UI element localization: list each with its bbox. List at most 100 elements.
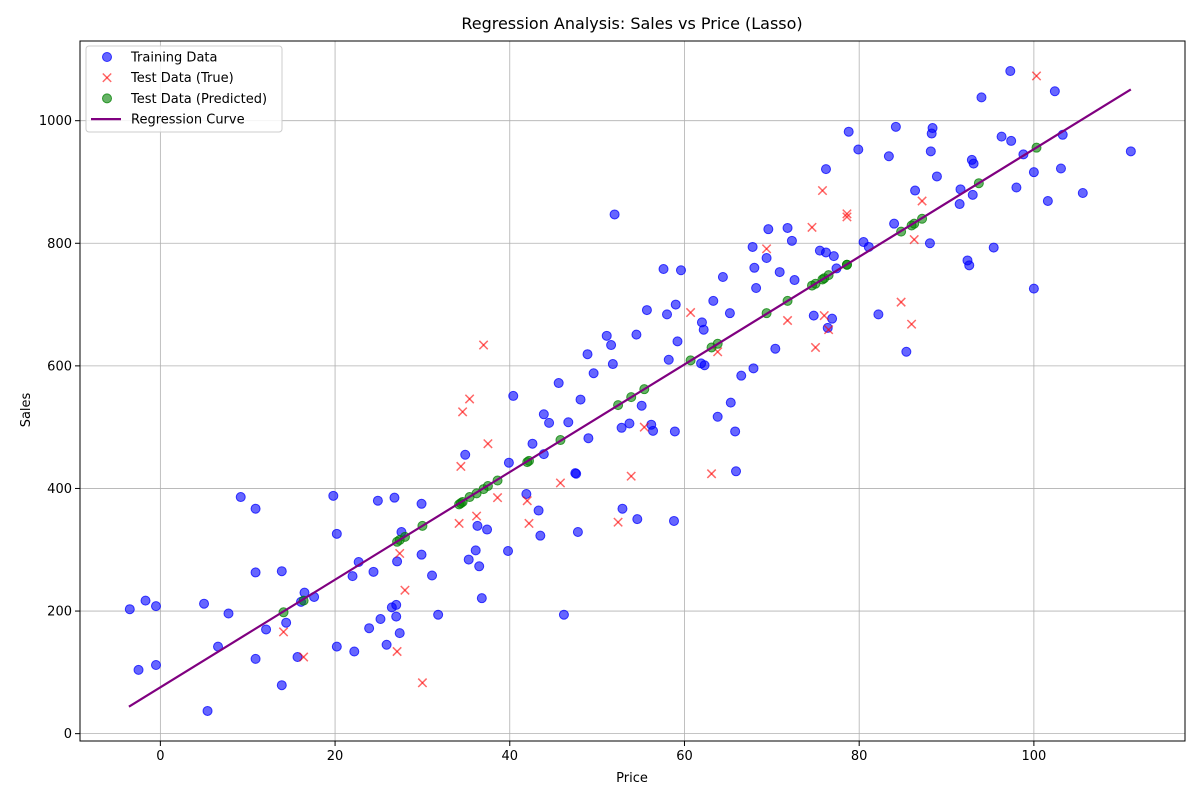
training-point — [976, 92, 987, 103]
legend-item: Test Data (Predicted) — [102, 92, 267, 107]
test-true-point — [471, 511, 482, 521]
training-point — [789, 275, 800, 286]
test-true-point — [478, 340, 489, 350]
training-point — [648, 425, 659, 436]
test-true-point — [400, 585, 410, 595]
test-true-point — [524, 518, 534, 529]
training-point — [416, 498, 427, 509]
training-point — [538, 409, 549, 420]
test-true-point — [1031, 71, 1042, 81]
training-point — [1005, 66, 1016, 77]
training-point — [392, 556, 403, 567]
training-point — [482, 524, 493, 535]
legend-item: Training Data — [102, 51, 217, 66]
training-point — [331, 641, 342, 652]
training-point — [375, 614, 386, 625]
legend-label: Test Data (True) — [130, 71, 234, 86]
training-point — [476, 593, 487, 604]
test-true-point — [492, 492, 503, 503]
y-tick-label: 400 — [47, 482, 72, 497]
training-point — [712, 411, 723, 422]
legend-item: Test Data (True) — [102, 71, 234, 86]
training-point — [736, 370, 747, 381]
training-point — [474, 561, 485, 572]
training-point — [470, 545, 481, 556]
training-point — [624, 418, 635, 429]
training-point — [1028, 167, 1039, 178]
x-tick-label: 20 — [327, 749, 344, 764]
training-point — [782, 222, 793, 233]
training-point — [786, 235, 797, 246]
series-1 — [278, 71, 1042, 688]
training-point — [606, 340, 617, 351]
training-point — [931, 171, 942, 182]
x-axis-label: Price — [616, 771, 648, 786]
y-tick-label: 1000 — [39, 114, 72, 129]
training-point — [250, 653, 261, 664]
training-point — [761, 252, 772, 263]
training-point — [558, 609, 569, 620]
training-point — [472, 520, 483, 531]
training-point — [699, 360, 710, 371]
training-point — [527, 438, 538, 449]
training-point — [281, 617, 292, 628]
training-point — [416, 549, 427, 560]
training-point — [890, 121, 901, 132]
training-point — [988, 242, 999, 253]
training-point — [748, 363, 759, 374]
legend-label: Regression Curve — [131, 113, 245, 128]
test-true-point — [782, 315, 793, 326]
training-point — [364, 623, 375, 634]
test-true-point — [639, 422, 650, 432]
training-point — [521, 488, 532, 499]
training-point — [964, 260, 975, 271]
training-point — [394, 628, 405, 639]
training-point — [662, 309, 673, 320]
training-point — [924, 238, 935, 249]
training-point — [331, 528, 342, 539]
test-true-point — [457, 407, 468, 417]
training-point — [250, 503, 261, 514]
training-point — [632, 514, 643, 525]
training-point — [658, 264, 669, 275]
regression-line — [128, 88, 1132, 708]
training-point — [150, 601, 161, 612]
training-point — [749, 262, 760, 273]
test-true-point — [817, 185, 828, 196]
training-point — [968, 158, 979, 169]
training-point — [276, 566, 287, 577]
training-point — [391, 611, 402, 622]
training-point — [1011, 182, 1022, 193]
training-point — [199, 598, 210, 609]
training-point — [770, 343, 781, 354]
training-point — [1028, 283, 1039, 294]
training-point — [675, 265, 686, 276]
test-true-point — [454, 518, 464, 529]
training-point — [372, 495, 383, 506]
legend-box — [85, 45, 283, 133]
training-point — [368, 566, 379, 577]
training-point — [616, 422, 627, 433]
training-point — [460, 449, 471, 460]
test-true-point — [685, 307, 696, 318]
legend-x-swatch — [102, 72, 112, 83]
training-point — [389, 492, 400, 503]
training-point — [725, 397, 736, 408]
training-point — [124, 604, 135, 615]
training-point — [724, 308, 735, 319]
training-point — [843, 126, 854, 137]
training-point — [828, 251, 839, 262]
training-point — [954, 199, 965, 210]
test-true-point — [464, 394, 475, 404]
training-point — [533, 505, 544, 516]
training-point — [223, 608, 234, 619]
legend-circle-swatch — [102, 93, 112, 104]
training-point — [463, 554, 474, 565]
test-true-point — [483, 438, 493, 449]
training-point — [276, 680, 287, 691]
training-point — [261, 624, 272, 635]
legend-label: Training Data — [130, 51, 217, 66]
training-point — [774, 267, 785, 278]
series-0 — [124, 66, 1136, 716]
